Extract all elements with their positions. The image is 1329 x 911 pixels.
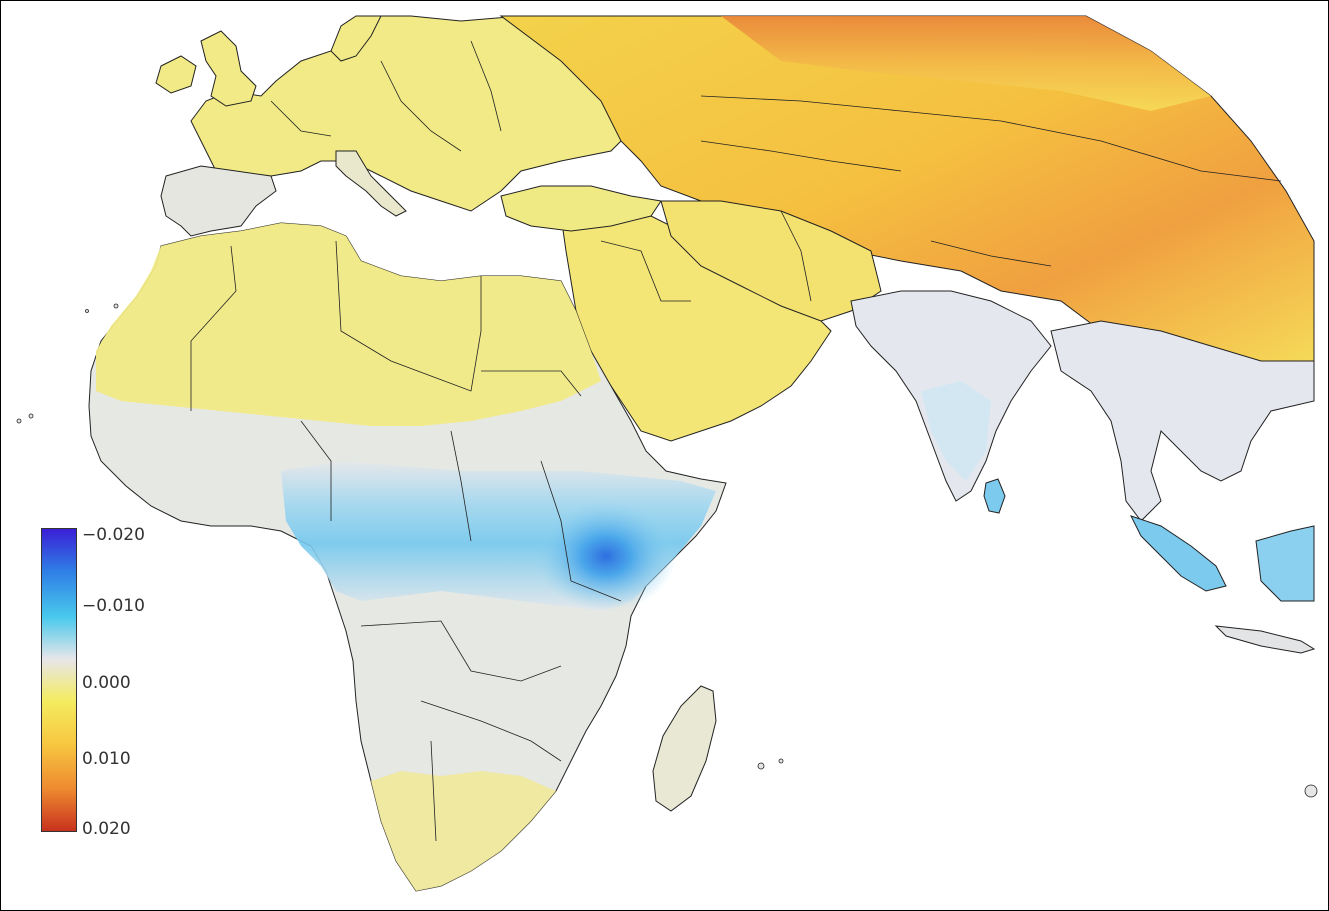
britain-landmass [200,30,257,107]
iberia-landmass [160,165,277,237]
scandinavia-landmass [330,15,382,62]
legend-tick-label: −0.010 [82,596,145,616]
legend-tick-label: 0.020 [82,819,131,839]
madagascar-landmass [652,685,717,812]
borneo-landmass [1255,525,1315,602]
siberia-hot-zone [721,16,1211,111]
india-blue-patch [921,381,991,481]
sahara-zone [96,223,601,426]
legend-tick-label: 0.000 [82,673,131,693]
anatolia-landmass [500,185,662,232]
southeast-asia-landmass [1050,320,1315,522]
legend-colorbar [41,528,77,832]
ireland-landmass [155,55,197,94]
italy-landmass [335,150,407,217]
small-islands [16,303,1318,798]
russia-landmass [499,15,1315,382]
southern-africa-zone [371,771,556,891]
java-landmass [1214,625,1316,654]
sri-lanka-landmass [983,478,1006,514]
legend-tick-label: −0.020 [82,525,145,545]
sumatra-landmass [1130,515,1227,592]
legend-tick-label: 0.010 [82,749,131,769]
country-borders [190,40,1282,842]
east-africa-hotspot [536,501,676,611]
